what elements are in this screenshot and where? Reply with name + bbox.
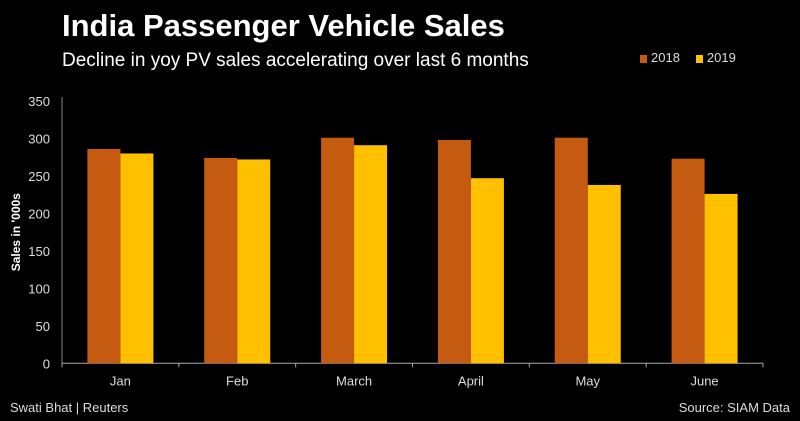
x-tick-label: April [458, 373, 484, 388]
y-tick-label: 0 [43, 356, 50, 371]
bar-2018-Jan [87, 148, 121, 364]
legend-swatch-2019 [695, 54, 703, 63]
chart-title: India Passenger Vehicle Sales [62, 8, 505, 43]
x-tick-label: June [690, 373, 718, 388]
bar-2019-April [470, 178, 504, 364]
y-tick-label: 150 [28, 244, 50, 259]
y-tick-label: 300 [28, 131, 50, 146]
x-tick-label: May [575, 373, 600, 388]
bar-2019-May [587, 184, 621, 364]
y-tick-label: 100 [28, 281, 50, 296]
y-axis-label: Sales in '000s [9, 193, 23, 272]
bar-2019-June [704, 193, 738, 364]
bar-2018-Feb [204, 157, 238, 364]
y-tick-label: 200 [28, 206, 50, 221]
bar-2019-Feb [237, 159, 271, 364]
bar-2019-March [354, 145, 388, 364]
legend-label-2019: 2019 [706, 50, 736, 65]
x-tick-label: March [336, 373, 372, 388]
credit: Swati Bhat | Reuters [10, 400, 129, 415]
bar-2018-June [671, 158, 705, 364]
x-tick-label: Jan [110, 373, 131, 388]
bar-2018-April [437, 139, 471, 364]
x-tick-label: Feb [226, 373, 248, 388]
bar-2019-Jan [120, 153, 154, 364]
bar-2018-March [321, 137, 355, 364]
chart-subtitle: Decline in yoy PV sales accelerating ove… [62, 50, 529, 71]
bar-2018-May [554, 137, 588, 364]
y-tick-label: 350 [28, 94, 50, 109]
legend-item-2019: 2019 [695, 50, 736, 65]
y-tick-label: 250 [28, 169, 50, 184]
y-tick-label: 50 [36, 319, 50, 334]
source: Source: SIAM Data [678, 400, 790, 415]
legend-label-2018: 2018 [651, 50, 680, 65]
legend: 2018 2019 [640, 50, 736, 65]
legend-swatch-2018 [640, 54, 647, 63]
legend-item-2018: 2018 [640, 50, 680, 65]
